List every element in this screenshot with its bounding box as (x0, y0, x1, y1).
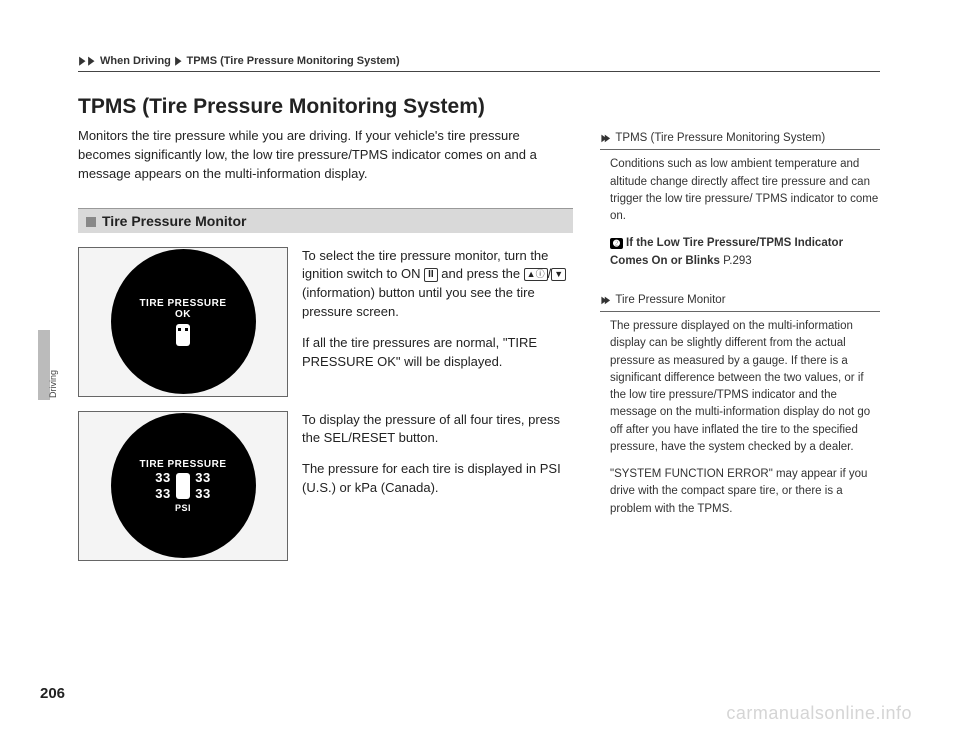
car-icon (176, 324, 190, 346)
triangle-icon: ▶ (175, 54, 181, 67)
gauge-illustration-2: TIRE PRESSURE 33 33 33 33 PSI (78, 411, 288, 561)
up-info-icon: ▲ⓘ (524, 268, 548, 281)
cross-reference: ➋If the Low Tire Pressure/TPMS Indicator… (610, 235, 880, 270)
ignition-on-icon: II (424, 268, 438, 282)
sidebar-paragraph: "SYSTEM FUNCTION ERROR" may appear if yo… (610, 466, 880, 518)
double-triangle-icon: ▶▶ (601, 131, 608, 146)
page-title: TPMS (Tire Pressure Monitoring System) (78, 95, 573, 119)
content-row-1: TIRE PRESSURE OK To select the tire pres… (78, 247, 573, 397)
sidebar-column: ▶▶ TPMS (Tire Pressure Monitoring System… (600, 130, 880, 540)
square-icon (86, 217, 96, 227)
gauge-title: TIRE PRESSURE (139, 459, 226, 470)
watermark-text: carmanualsonline.info (726, 703, 912, 724)
page-number: 206 (40, 685, 65, 702)
paragraph: The pressure for each tire is displayed … (302, 460, 573, 498)
paragraph: If all the tire pressures are normal, "T… (302, 334, 573, 372)
pressure-rl: 33 (155, 486, 170, 501)
subhead-text: Tire Pressure Monitor (102, 213, 246, 229)
pressure-fl: 33 (155, 470, 170, 485)
unit-label: PSI (175, 503, 191, 513)
text-block-2: To display the pressure of all four tire… (302, 411, 573, 561)
pressure-fr: 33 (195, 470, 210, 485)
paragraph: To select the tire pressure monitor, tur… (302, 247, 573, 322)
triangle-icon: ▶ (89, 54, 95, 67)
sidebar-block-2: The pressure displayed on the multi-info… (600, 318, 880, 518)
pressure-rr: 33 (195, 486, 210, 501)
text: (information) button until you see the t… (302, 285, 535, 319)
section-subhead: Tire Pressure Monitor (78, 208, 573, 233)
gauge-line2: OK (175, 309, 191, 320)
gauge-illustration-1: TIRE PRESSURE OK (78, 247, 288, 397)
tire-pressure-grid: 33 33 33 33 (152, 470, 214, 502)
content-row-2: TIRE PRESSURE 33 33 33 33 PSI To display… (78, 411, 573, 561)
double-triangle-icon: ▶▶ (601, 293, 608, 308)
gauge-display-ok: TIRE PRESSURE OK (111, 249, 256, 394)
sidebar-block-1: Conditions such as low ambient temperatu… (600, 156, 880, 270)
main-column: TPMS (Tire Pressure Monitoring System) M… (78, 95, 573, 575)
breadcrumb-seg1: When Driving (100, 55, 171, 67)
text: and press the (438, 266, 524, 281)
sidebar-heading-1: ▶▶ TPMS (Tire Pressure Monitoring System… (600, 130, 880, 150)
section-tab-label: Driving (48, 370, 58, 398)
sidebar-head-text: TPMS (Tire Pressure Monitoring System) (615, 132, 825, 144)
car-icon (176, 473, 190, 499)
text-block-1: To select the tire pressure monitor, tur… (302, 247, 573, 397)
down-icon: ▼ (551, 268, 566, 281)
sidebar-head-text: Tire Pressure Monitor (615, 294, 725, 306)
reference-icon: ➋ (610, 238, 623, 249)
manual-page: ▶▶ When Driving ▶ TPMS (Tire Pressure Mo… (0, 0, 960, 742)
ref-page: P.293 (720, 255, 752, 267)
sidebar-heading-2: ▶▶ Tire Pressure Monitor (600, 292, 880, 312)
gauge-display-psi: TIRE PRESSURE 33 33 33 33 PSI (111, 413, 256, 558)
sidebar-paragraph: The pressure displayed on the multi-info… (610, 318, 880, 456)
paragraph: To display the pressure of all four tire… (302, 411, 573, 449)
breadcrumb-seg2: TPMS (Tire Pressure Monitoring System) (186, 55, 399, 67)
triangle-icon: ▶ (79, 54, 85, 67)
breadcrumb: ▶ ▶ When Driving ▶ TPMS (Tire Pressure Mo… (78, 54, 880, 72)
gauge-line1: TIRE PRESSURE (139, 298, 226, 309)
sidebar-paragraph: Conditions such as low ambient temperatu… (610, 156, 880, 225)
intro-text: Monitors the tire pressure while you are… (78, 127, 573, 184)
